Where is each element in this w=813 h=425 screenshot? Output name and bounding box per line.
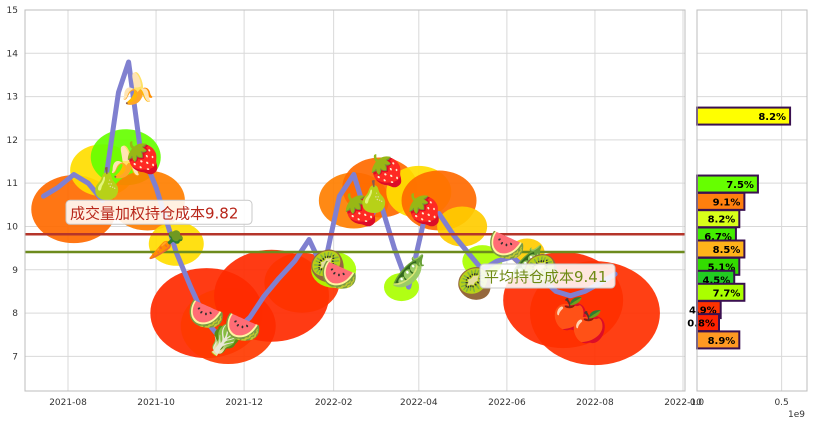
y-tick-label: 13 [7,93,18,103]
distribution-bar-label: 8.2% [758,112,786,123]
x-tick-label: 2021-08 [49,398,87,408]
watermelon-icon: 🍉 [321,258,358,293]
side-x-tick-label: 0.0 [690,398,705,408]
price-line-layer [41,59,618,342]
apple-icon: 🍎 [570,308,607,345]
y-tick-label: 14 [7,49,19,59]
y-tick-label: 11 [7,179,18,189]
x-tick-label: 2022-04 [400,398,438,408]
distribution-bar-label: 7.5% [726,180,754,191]
weighted-cost-label: 成交量加权持仓成本9.82 [70,204,238,222]
weighted-cost-label-box [65,199,253,225]
distribution-bar-label: 4.9% [689,306,717,317]
x-tick-label: 2021-10 [137,398,175,408]
carrot-icon: 🥕 [147,228,184,263]
volume-blob [311,251,357,288]
distribution-bar-label: 8.5% [713,245,741,256]
kiwi-icon: 🥝 [309,246,346,284]
pear-icon: 🍐 [355,179,392,215]
watermelon-icon: 🍉 [188,297,225,332]
watermelon-icon: 🍉 [488,228,525,263]
x-tick-label: 2021-12 [225,398,263,408]
strawberry-icon: 🍓 [406,192,443,228]
banana-icon: 🍌 [107,145,144,181]
average-cost-label-box [479,263,616,289]
main-axis-ticks: 7 8 9 10 11 12 13 14 15 2021-08 2021-10 2021-12 2022… [7,6,703,408]
y-tick-label: 15 [7,6,18,16]
cost-lines [25,233,685,254]
y-tick-label: 8 [12,309,18,319]
strawberry-icon: 🍓 [124,140,161,176]
side-plot-frame [696,9,808,392]
x-tick-label: 2022-06 [488,398,526,408]
pear-icon: 🍐 [88,166,125,202]
distribution-bar-label: 0.8% [687,319,715,330]
distribution-bar-label: 6.7% [704,232,732,243]
volume-blob [148,221,204,266]
distribution-bar-label: 8.2% [708,215,736,226]
side-bars: 8.2% 7.5% 9.1% 8.2% 6.7% 8.5% 5.1% 4.5% 7.7% 4.9%… [687,106,792,350]
main-plot-frame [24,9,686,392]
radish-icon: 🥬 [207,322,244,358]
strawberry-icon: 🍓 [342,192,379,228]
x-tick-label: 2022-02 [315,398,353,408]
distribution-bar-label: 8.9% [708,336,736,347]
y-tick-label: 12 [7,136,18,146]
side-x-tick-label: 0.5 [774,398,788,408]
distribution-bar-label: 5.1% [708,262,736,273]
price-line [41,59,618,342]
x-tick-label: 2022-08 [576,398,614,408]
average-cost-label: 平均持仓成本9.41 [484,268,607,286]
volume-blob [437,206,488,247]
x-tick-label: 2022-10 [664,398,702,408]
strawberry-icon: 🍓 [368,153,405,189]
apple-icon: 🍎 [552,295,589,332]
distribution-bar-label: 4.5% [702,275,730,286]
distribution-bar-label: 7.7% [713,288,741,299]
y-tick-label: 10 [7,222,19,232]
banana-icon: 🍌 [119,71,156,107]
distribution-bar-label: 9.1% [713,197,741,208]
cost-annotations: 成交量加权持仓成本9.82 平均持仓成本9.41 [65,199,616,289]
peas-icon: 🫛 [390,253,427,289]
side-offset-label: 1e9 [788,410,805,420]
y-tick-label: 7 [12,352,18,362]
fruit-decorations: 🍌🍌🍓🍐🥕🍉🥬🍉🥝🍉🍓🍐🍓🫛🍓🥝🍉🫛🥝🍎🍎 [88,71,608,358]
y-tick-label: 9 [12,266,18,276]
watermelon-icon: 🍉 [224,310,261,345]
